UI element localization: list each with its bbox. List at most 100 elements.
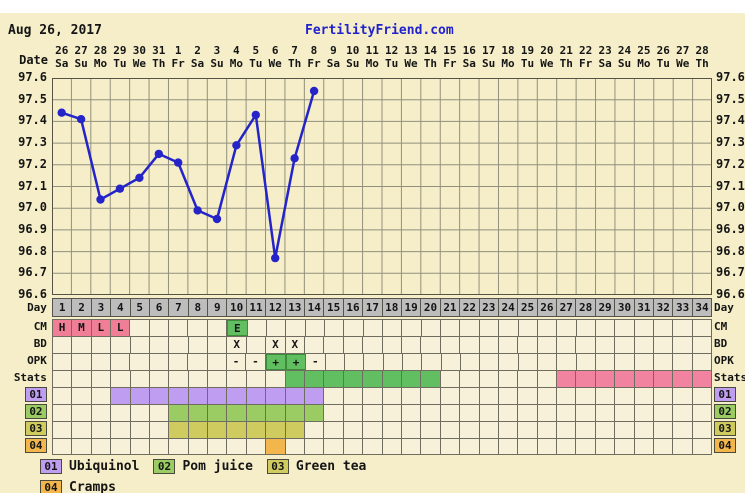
tracked-item-cell <box>615 388 635 404</box>
day-cell[interactable]: 6 <box>149 299 170 317</box>
day-cell[interactable]: 30 <box>615 299 635 317</box>
date-column: 7 Th <box>285 44 304 70</box>
day-cell[interactable]: 29 <box>595 299 616 317</box>
date-number: 3 <box>213 44 221 57</box>
tracked-item-cell <box>246 388 267 404</box>
day-cell[interactable]: 4 <box>111 299 131 317</box>
weekday-label: Su <box>74 57 88 70</box>
date-number: 19 <box>520 44 535 57</box>
bd-cell <box>460 337 480 353</box>
day-cell[interactable]: 18 <box>382 299 402 317</box>
tracked-item-cell <box>208 388 228 404</box>
day-cell[interactable]: 5 <box>130 299 150 317</box>
day-cell[interactable]: 26 <box>537 299 558 317</box>
tracked-item-cell <box>479 422 499 438</box>
day-cell[interactable]: 1 <box>52 299 73 317</box>
date-number: 27 <box>676 44 690 57</box>
legend-item: 01 Ubiquinol <box>40 459 139 474</box>
day-cell[interactable]: 3 <box>91 299 112 317</box>
date-column: 9 Sa <box>324 44 343 70</box>
tracked-item-cell <box>440 405 461 421</box>
day-cell[interactable]: 33 <box>673 299 693 317</box>
date-column: 30 We <box>130 44 149 70</box>
bd-cell <box>305 337 325 353</box>
tracked-item-cell <box>130 422 150 438</box>
tracked-item-cell <box>692 388 713 404</box>
date-number: 17 <box>482 44 496 57</box>
day-cell[interactable]: 32 <box>654 299 674 317</box>
cm-cell: H <box>52 320 73 336</box>
day-cell[interactable]: 20 <box>421 299 441 317</box>
site-link[interactable]: FertilityFriend.com <box>305 23 454 38</box>
day-cell[interactable]: 14 <box>305 299 325 317</box>
y-tick-label-left: 97.2 <box>18 156 47 171</box>
cm-cell <box>402 320 422 336</box>
day-cell[interactable]: 31 <box>634 299 655 317</box>
day-cell[interactable]: 2 <box>72 299 92 317</box>
tracked-item-cell <box>208 422 228 438</box>
cm-row-label-right: CM <box>714 320 728 333</box>
date-column: 25 Mo <box>634 44 653 70</box>
day-cell[interactable]: 11 <box>246 299 267 317</box>
y-tick-label-right: 97.2 <box>716 156 745 171</box>
tracked-item-cell <box>169 439 189 455</box>
tracked-item-cell <box>673 439 693 455</box>
opk-cell <box>325 354 345 370</box>
day-cell[interactable]: 10 <box>227 299 247 317</box>
tracked-item-cell <box>634 422 655 438</box>
day-cell[interactable]: 21 <box>440 299 461 317</box>
stats-cell <box>537 371 558 387</box>
opk-cell <box>91 354 111 370</box>
row-key-chip: 02 <box>24 404 47 419</box>
day-cell[interactable]: 25 <box>518 299 538 317</box>
date-column: 4 Mo <box>227 44 246 70</box>
day-cell[interactable]: 7 <box>169 299 189 317</box>
opk-cell: - <box>306 354 326 370</box>
weekday-label: Sa <box>326 57 341 70</box>
tracked-item-cell <box>246 405 267 421</box>
date-number: 23 <box>598 44 612 57</box>
day-cell[interactable]: 22 <box>460 299 480 317</box>
day-cell[interactable]: 24 <box>498 299 519 317</box>
day-cell[interactable]: 16 <box>343 299 364 317</box>
bd-cell <box>382 337 402 353</box>
weekday-label: Tu <box>384 57 399 70</box>
date-column: 10 Su <box>343 44 362 70</box>
tracked-item-cell <box>557 388 577 404</box>
custom-row-04: 04 04 <box>0 438 745 455</box>
legend-key-chip: 03 <box>266 459 289 474</box>
tracked-item-cell <box>72 388 92 404</box>
day-cell[interactable]: 23 <box>479 299 499 317</box>
date-column: 13 We <box>401 44 420 70</box>
row-key-chip: 03 <box>714 421 737 436</box>
tracked-item-cell <box>576 388 596 404</box>
day-cell[interactable]: 17 <box>363 299 383 317</box>
day-cell[interactable]: 15 <box>324 299 344 317</box>
tracked-item-cell <box>440 388 461 404</box>
day-cell[interactable]: 27 <box>557 299 577 317</box>
day-cell[interactable]: 9 <box>208 299 228 317</box>
day-cell[interactable]: 28 <box>576 299 596 317</box>
day-cell[interactable]: 12 <box>266 299 286 317</box>
opk-cell <box>460 354 481 370</box>
stats-cell <box>557 371 577 387</box>
tracked-item-cell <box>130 439 150 455</box>
opk-cell <box>615 354 635 370</box>
day-cell[interactable]: 19 <box>401 299 422 317</box>
cm-cell <box>441 320 461 336</box>
date-header: 26 Sa 27 Su 28 Mo 29 Tu 30 We 31 Th 1 Fr 2 Sa 3 Su 4 Mo 5 Tu 6… <box>52 44 712 70</box>
opk-cell <box>207 354 227 370</box>
day-cell[interactable]: 34 <box>692 299 713 317</box>
weekday-label: Sa <box>190 57 205 70</box>
tracked-item-cell <box>227 439 247 455</box>
bd-cell <box>440 337 461 353</box>
day-cell[interactable]: 8 <box>188 299 209 317</box>
opk-row: OPK - - + + - OPK <box>0 353 745 370</box>
day-cell[interactable]: 13 <box>285 299 306 317</box>
tracked-item-cell <box>479 439 499 455</box>
bd-cell <box>518 337 538 353</box>
tracked-item-cell <box>576 422 596 438</box>
date-number: 26 <box>55 44 69 57</box>
date-column: 14 Th <box>421 44 440 70</box>
